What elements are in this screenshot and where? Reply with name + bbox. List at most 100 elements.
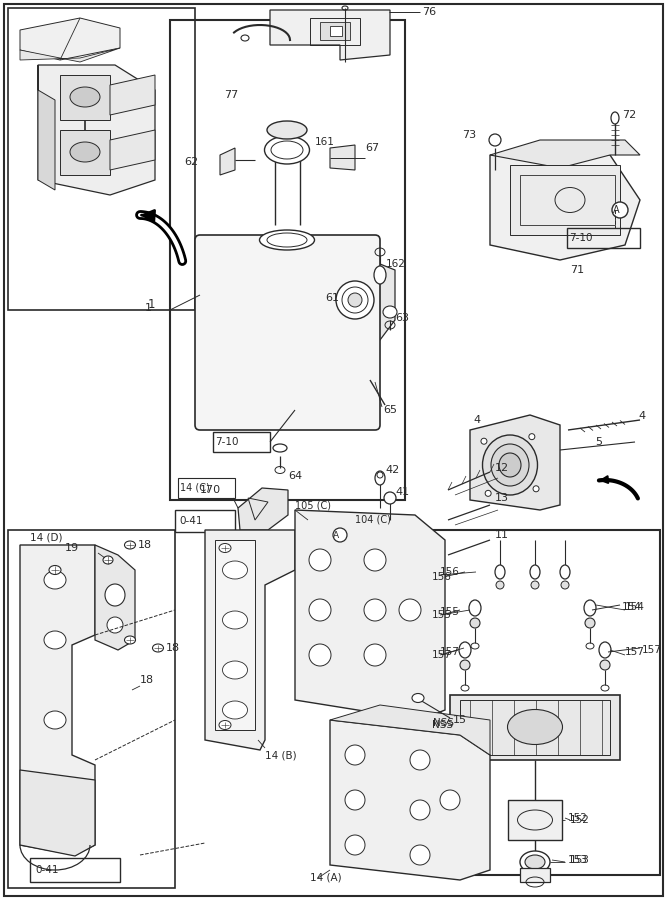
Ellipse shape: [223, 661, 247, 679]
Text: 152: 152: [568, 813, 588, 823]
Text: 14 (D): 14 (D): [30, 533, 63, 543]
Polygon shape: [330, 260, 395, 340]
Text: 11: 11: [495, 530, 509, 540]
Bar: [520, 868, 550, 882]
Ellipse shape: [482, 435, 538, 495]
Ellipse shape: [460, 660, 470, 670]
Bar: [310, 18, 360, 45]
Text: 157: 157: [625, 647, 645, 657]
Ellipse shape: [70, 87, 100, 107]
Ellipse shape: [348, 293, 362, 307]
Polygon shape: [220, 148, 235, 175]
Polygon shape: [238, 488, 288, 530]
Text: 4: 4: [638, 411, 645, 421]
Polygon shape: [20, 770, 95, 856]
Ellipse shape: [530, 565, 540, 579]
Polygon shape: [110, 130, 155, 170]
Ellipse shape: [309, 599, 331, 621]
Ellipse shape: [44, 791, 66, 809]
FancyBboxPatch shape: [195, 235, 380, 430]
Ellipse shape: [491, 444, 529, 486]
Ellipse shape: [495, 565, 505, 579]
Ellipse shape: [525, 855, 545, 869]
Ellipse shape: [496, 581, 504, 589]
Text: 1: 1: [145, 303, 152, 313]
Polygon shape: [295, 510, 445, 720]
Text: 72: 72: [622, 110, 636, 120]
Ellipse shape: [440, 790, 460, 810]
Text: 19: 19: [65, 543, 79, 553]
Text: NSS: NSS: [433, 718, 454, 728]
Ellipse shape: [103, 556, 113, 564]
Polygon shape: [110, 75, 155, 115]
Bar: [178, 478, 235, 498]
Text: 77: 77: [224, 90, 238, 100]
Ellipse shape: [520, 851, 550, 873]
Bar: [213, 432, 270, 452]
Ellipse shape: [223, 701, 247, 719]
Bar: [330, 26, 342, 36]
Polygon shape: [270, 10, 390, 60]
Text: 14 (A): 14 (A): [310, 873, 342, 883]
Ellipse shape: [309, 644, 331, 666]
Text: 104 (C): 104 (C): [355, 515, 391, 525]
Text: 42: 42: [385, 465, 400, 475]
Text: 18: 18: [166, 643, 180, 653]
Text: 14 (C): 14 (C): [180, 483, 209, 493]
Polygon shape: [38, 65, 55, 190]
Text: 5: 5: [595, 437, 602, 447]
Text: 18: 18: [138, 540, 152, 550]
Ellipse shape: [469, 600, 481, 616]
Text: 0-41: 0-41: [35, 865, 59, 875]
Bar: [520, 175, 615, 225]
Text: 15: 15: [453, 715, 467, 725]
Ellipse shape: [533, 486, 539, 491]
Text: 61: 61: [325, 293, 339, 303]
Text: 7-10: 7-10: [569, 233, 592, 243]
Ellipse shape: [345, 745, 365, 765]
Text: 71: 71: [570, 265, 584, 275]
Ellipse shape: [383, 306, 397, 318]
Text: 65: 65: [383, 405, 397, 415]
Ellipse shape: [223, 611, 247, 629]
Text: 1: 1: [148, 299, 155, 311]
Text: 154: 154: [622, 602, 642, 612]
Polygon shape: [490, 140, 640, 168]
Polygon shape: [205, 530, 295, 750]
Ellipse shape: [44, 631, 66, 649]
Ellipse shape: [584, 600, 596, 616]
Ellipse shape: [364, 549, 386, 571]
Ellipse shape: [70, 142, 100, 162]
Ellipse shape: [49, 831, 61, 840]
Text: 152: 152: [570, 815, 590, 825]
Text: 156: 156: [440, 567, 460, 577]
Bar: [170, 20, 405, 500]
Ellipse shape: [153, 644, 163, 652]
Ellipse shape: [375, 471, 385, 485]
Ellipse shape: [529, 434, 535, 440]
Ellipse shape: [374, 266, 386, 284]
Text: 64: 64: [288, 471, 302, 481]
Text: 155: 155: [432, 610, 452, 620]
Text: 67: 67: [365, 143, 379, 153]
Bar: [60, 75, 110, 120]
Text: 4: 4: [473, 415, 480, 425]
Text: 153: 153: [570, 855, 590, 865]
Ellipse shape: [44, 571, 66, 589]
Text: 105 (C): 105 (C): [295, 500, 331, 510]
Ellipse shape: [125, 636, 135, 644]
Text: 0-41: 0-41: [179, 516, 203, 526]
Bar: [508, 800, 562, 840]
Ellipse shape: [611, 112, 619, 124]
Ellipse shape: [489, 134, 501, 146]
Text: 13: 13: [495, 493, 509, 503]
Ellipse shape: [105, 584, 125, 606]
Ellipse shape: [107, 617, 123, 633]
Text: 73: 73: [462, 130, 476, 140]
Text: 153: 153: [568, 855, 588, 865]
Ellipse shape: [459, 642, 471, 658]
Ellipse shape: [508, 709, 562, 744]
Ellipse shape: [49, 565, 61, 574]
Ellipse shape: [600, 660, 610, 670]
Text: 7-10: 7-10: [215, 437, 239, 447]
